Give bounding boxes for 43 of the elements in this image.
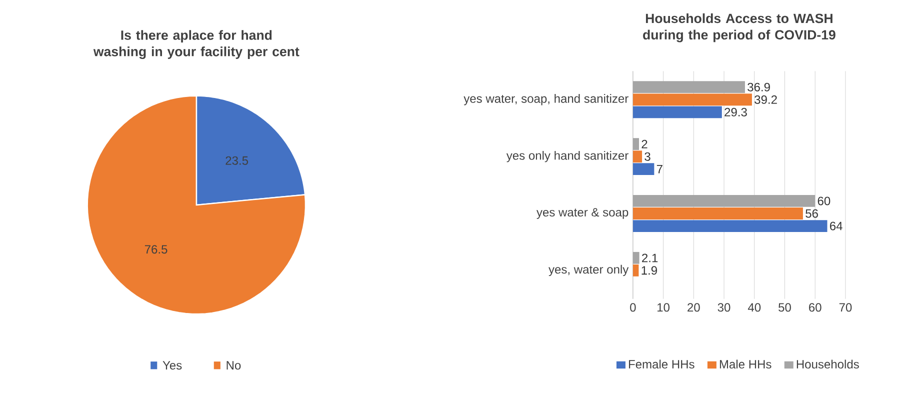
y-tick-label: yes, water only [548,264,629,276]
data-label: 3 [644,152,650,161]
chart-title: Households Access to WASH during the period of COVID-19 [643,13,836,42]
x-tick-label: 20 [688,303,700,312]
x-tick-label: 70 [839,303,852,312]
data-label: 36.9 [748,82,770,92]
legend-label: No [226,361,241,370]
legend-label: Yes [162,361,182,370]
bar [632,163,654,176]
y-tick-label: yes water & soap [536,208,628,219]
x-tick-label: 0 [630,303,636,312]
bar [632,195,816,208]
y-tick-label: yes water, soap, hand sanitizer [464,94,628,106]
x-tick-label: 60 [809,303,822,312]
bar [632,208,803,220]
bar [632,264,639,276]
x-tick-label: 10 [658,303,670,312]
x-tick-label: 50 [778,303,791,312]
x-tick-label: 40 [748,303,761,312]
legend-label: Male HHs [720,360,772,369]
data-label: 39.2 [754,95,777,104]
bar [632,252,640,264]
bar [632,220,828,232]
bar [632,150,642,163]
data-label: 7 [656,165,662,174]
y-tick-label: yes only hand sanitizer [506,151,628,162]
bar [632,138,639,150]
legend-label: Female HHs [628,360,694,369]
data-label: 64 [830,222,842,230]
data-label: 60 [818,196,830,206]
x-tick-label: 30 [718,303,730,312]
legend-label: Households [796,360,859,369]
chart-title: Is there aplace for hand washing in your facility per cent [93,30,300,60]
data-label: 56 [806,209,818,218]
data-label: 23.5 [226,156,248,165]
bar [632,106,722,118]
data-label: 1.9 [642,266,657,275]
bar [632,94,752,106]
data-label: 2.1 [642,254,658,262]
bar [632,81,745,94]
data-label: 76.5 [144,245,168,254]
data-label: 2 [642,140,648,148]
data-label: 29.3 [724,108,747,116]
